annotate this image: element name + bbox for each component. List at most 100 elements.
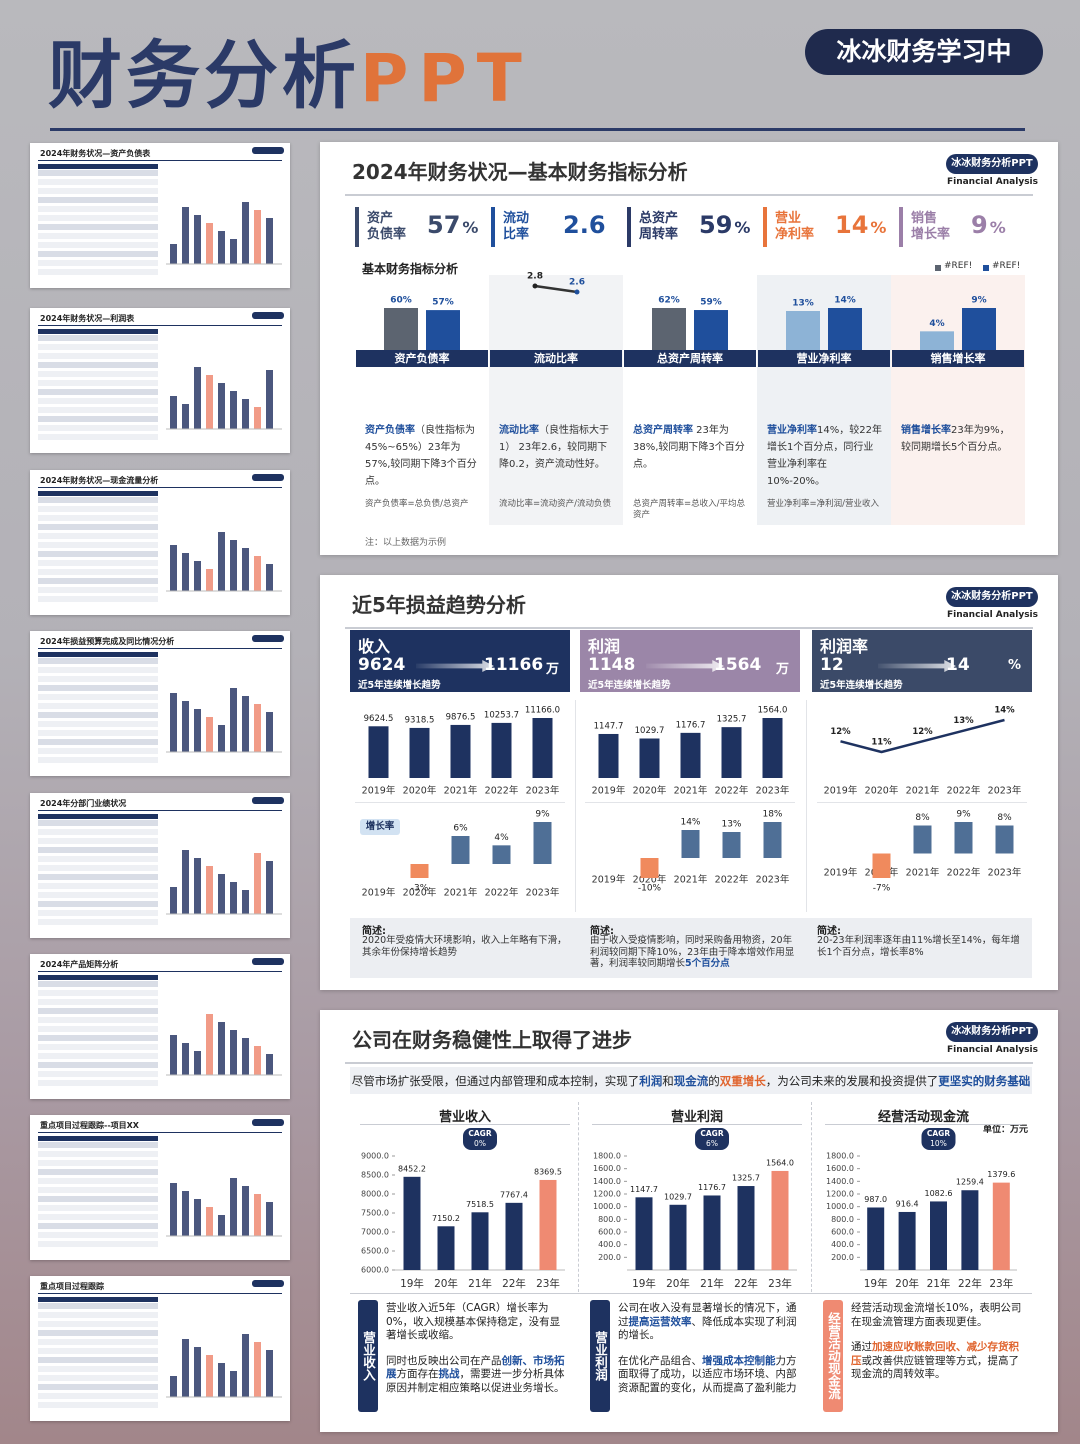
x-tick-label: 2022年 [485, 887, 519, 899]
data-label: 1325.7 [732, 1174, 760, 1183]
kpi-value: 59% [699, 211, 750, 239]
thumbnail-badge [252, 147, 284, 154]
cagr-badge [921, 1128, 956, 1150]
legend-swatch [935, 265, 941, 271]
data-label: 10253.7 [484, 710, 519, 720]
metric-column [355, 275, 489, 525]
thumbnail-badge [252, 958, 284, 965]
card-unit: 万 [546, 662, 560, 677]
metric-column [757, 275, 891, 525]
data-label: 13% [721, 820, 741, 830]
bar [450, 724, 471, 778]
kpi-label-line: 流动 [503, 211, 530, 226]
data-label: 60% [390, 296, 412, 306]
x-tick-label: 2021年 [906, 785, 940, 797]
data-label: -7% [873, 884, 891, 894]
text-segment: 23年为9%，较同期增长5个百分点。 [901, 425, 1010, 453]
bar [681, 830, 700, 858]
bar [437, 1226, 455, 1270]
bar [913, 825, 932, 854]
thumbnail-rule [38, 160, 282, 161]
x-tick-label: 2023年 [756, 785, 790, 797]
x-tick-label: 2019年 [824, 867, 858, 879]
bar [640, 858, 659, 878]
data-label: 11166.0 [525, 706, 560, 716]
text-segment: 的 [708, 1074, 720, 1088]
row-separator [355, 802, 565, 803]
thumbnail-title: 2024年损益预算完成及同比情况分析 [40, 637, 175, 646]
thumbnail-rule [38, 1132, 282, 1133]
text-segment: ，需要进一步分析具体原因并制定相应策略以促进业务增长。 [386, 1368, 565, 1394]
text-segment: 和 [662, 1074, 674, 1088]
text-segment: 在优化产品组合、 [618, 1354, 702, 1367]
note-bullet bul: 营业收入近5年（CAGR）增长率为0%，收入规模基本保持稳定，没有显著增长或收缩… [386, 1302, 570, 1343]
text-segment: 加速应收账款回收、减少存货积压 [851, 1341, 1019, 1367]
column-separator [578, 1102, 579, 1292]
panel-title: 公司在财务稳健性上取得了进步 [352, 1028, 632, 1052]
kpi-number: 2.6 [563, 211, 606, 239]
data-label: 7767.4 [500, 1190, 528, 1199]
bar [872, 853, 891, 878]
main-title: 财务分析PPT [48, 28, 532, 124]
kpi-label-line: 周转率 [639, 227, 679, 242]
metric-formula bul: 营业净利率=净利润/营业收入 [767, 499, 879, 509]
thumbnail-rule [38, 1293, 282, 1294]
bar [598, 733, 619, 778]
kpi-label-line: 资产 [367, 211, 394, 226]
data-label: 2.6 [569, 278, 585, 288]
panel-badge-sub: Financial Analysis [946, 177, 1038, 187]
text-segment: （良性指标为45%~65%）23年为57%,较同期下降3个百分点。 [365, 425, 477, 487]
data-label: 1379.6 [987, 1170, 1015, 1179]
x-tick-label: 2019年 [592, 785, 626, 797]
bar [703, 1195, 721, 1270]
card-unit: % [1008, 658, 1022, 673]
intro-text: 尽管市场扩张受限，但通过内部管理和成本控制，实现了利润和现金流的双重增长，为公司… [350, 1073, 1032, 1089]
y-tick-label: 1400.0 [593, 1177, 621, 1186]
bar [722, 832, 741, 858]
text-segment: 5个百分点 [685, 958, 730, 969]
x-tick-label: 2019年 [362, 887, 396, 899]
metric-header: 营业净利率 [758, 350, 890, 367]
data-label: 9% [535, 810, 550, 820]
y-tick-label: 200.0 [831, 1253, 854, 1262]
card-caption: 近5年连续增长趋势 [588, 680, 671, 691]
title-underline [50, 128, 1025, 131]
thumbnail-content [38, 491, 282, 602]
summary-text: 20-23年利润率逐年由11%增长至14%，每年增长1个百分点，增长率8% [817, 935, 1022, 958]
bar [652, 308, 686, 350]
column-separator [575, 700, 576, 912]
thumbnail-content [38, 164, 282, 275]
kpi-number: 9 [971, 211, 988, 239]
thumbnail-slide: 2024年产品矩阵分析 [30, 954, 290, 1099]
bar [867, 1207, 885, 1270]
panel-badge-sub: Financial Analysis [946, 1045, 1038, 1055]
x-tick-label: 2022年 [947, 785, 981, 797]
chart-title-rule [360, 1124, 570, 1125]
y-tick-label: 9000.0 [361, 1152, 389, 1161]
kpi-unit: % [462, 218, 479, 237]
text-segment: 流动比率 [499, 425, 539, 436]
x-tick-label: 2019年 [592, 874, 626, 886]
y-tick-label: 800.0 [598, 1215, 621, 1224]
side-label: 营业利润 [590, 1300, 610, 1412]
kpi-accent [627, 207, 631, 247]
card-to: 14 [946, 655, 970, 675]
metric-formula bul: 总资产周转率=总收入/平均总资产 [633, 499, 745, 520]
data-label: 1176.7 [698, 1183, 726, 1192]
x-tick-label: 2020年 [865, 785, 899, 797]
thumbnail-content [38, 975, 282, 1086]
bar [491, 722, 512, 778]
x-tick-label: 20年 [895, 1277, 919, 1290]
bar [930, 1201, 947, 1270]
x-tick-label: 2023年 [988, 867, 1022, 879]
x-tick-label: 2021年 [444, 785, 478, 797]
bar [410, 864, 429, 878]
x-tick-label: 22年 [734, 1277, 758, 1290]
card-name: 利润 [588, 637, 621, 656]
data-label: 8452.2 [398, 1164, 426, 1173]
x-tick-label: 2022年 [485, 785, 519, 797]
y-tick-label: 600.0 [831, 1228, 854, 1237]
x-tick-label: 2021年 [444, 887, 478, 899]
data-label: -10% [638, 884, 662, 894]
data-label: 9% [956, 810, 971, 820]
